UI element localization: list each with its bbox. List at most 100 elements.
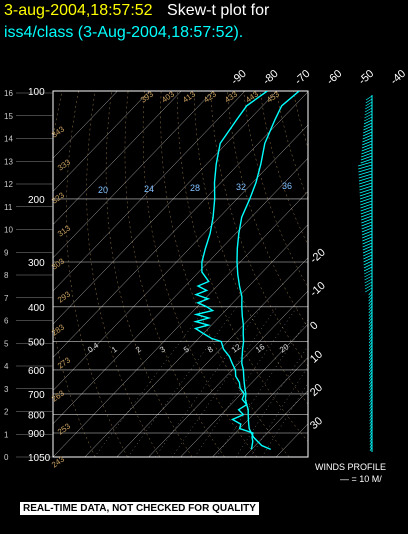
height-tick-label: 12 — [4, 180, 13, 189]
wind-barb — [359, 182, 373, 188]
title-datetime: 3-aug-2004,18:57:52 — [4, 2, 153, 19]
wind-barb — [360, 209, 373, 215]
isotherm-line — [53, 91, 308, 358]
wind-barb — [363, 128, 373, 134]
dry-adiabat-line — [142, 91, 258, 457]
wind-barb — [363, 119, 373, 125]
height-tick-label: 16 — [4, 89, 13, 98]
wind-barb — [368, 299, 373, 305]
label-layer: 1002003004005006007008009001050161514131… — [4, 68, 408, 470]
right-temp-tick-label: -10 — [308, 280, 328, 300]
wind-barb — [362, 239, 373, 245]
dry-adiabat-line — [193, 91, 308, 405]
wind-barb — [368, 305, 373, 311]
wind-barb — [368, 338, 373, 344]
right-temp-tick-label: 30 — [308, 415, 325, 432]
wind-barb — [360, 203, 373, 209]
pressure-tick-label: 100 — [28, 87, 45, 98]
mixing-ratio-line — [171, 306, 278, 457]
wind-barb — [360, 197, 373, 203]
right-temp-tick-label: 20 — [308, 382, 325, 399]
wind-barb — [364, 272, 373, 278]
wind-barb — [369, 374, 373, 380]
height-tick-label: 1 — [4, 430, 9, 439]
winds-profile-label: WINDS PROFILE — [315, 462, 387, 472]
wind-barb — [369, 437, 373, 443]
dry-adiabat-line — [105, 91, 193, 457]
adiabat-label: 283 — [50, 322, 67, 337]
wet-bulb-label: 2 — [134, 344, 143, 354]
adiabat-label: 263 — [50, 388, 67, 403]
wind-barb — [368, 302, 373, 308]
wet-bulb-label: 0.4 — [86, 341, 101, 355]
wind-barb — [361, 221, 373, 227]
mixing-ratio-label: 36 — [282, 181, 292, 191]
adiabat-label: 343 — [50, 124, 67, 139]
wind-barb — [358, 167, 373, 173]
pressure-tick-label: 800 — [28, 411, 45, 422]
height-tick-label: 5 — [4, 339, 9, 348]
wind-barb — [369, 422, 373, 428]
wind-barb — [365, 95, 373, 101]
height-tick-label: 15 — [4, 112, 13, 121]
wind-barb — [361, 149, 373, 155]
wind-barb — [363, 257, 373, 263]
wind-barb — [369, 392, 373, 398]
isotherm-line — [53, 91, 182, 225]
height-tick-label: 3 — [4, 385, 9, 394]
wind-barb — [361, 152, 373, 158]
wind-barb — [359, 191, 373, 197]
isotherm-line — [53, 124, 308, 391]
wind-barb — [359, 185, 373, 191]
isotherm-line — [148, 290, 308, 457]
right-temp-tick-label: 10 — [308, 349, 325, 366]
top-temp-tick-label: -50 — [356, 68, 376, 88]
wind-barb — [359, 194, 373, 200]
wind-barb — [360, 155, 373, 161]
wind-barb — [361, 143, 373, 149]
wind-barb — [369, 380, 373, 386]
adiabat-top-label: 413 — [181, 89, 198, 104]
isotherm-line — [116, 257, 308, 457]
dry-adiabat-line — [243, 91, 308, 288]
isotherm-line — [53, 157, 308, 425]
plot-area — [53, 91, 308, 457]
height-tick-label: 10 — [4, 226, 13, 235]
height-tick-label: 13 — [4, 157, 13, 166]
wind-barb — [364, 278, 373, 284]
wind-barb — [369, 368, 373, 374]
isotherm-line — [53, 91, 118, 159]
height-tick-label: 8 — [4, 271, 9, 280]
wind-barb — [369, 398, 373, 404]
top-temp-tick-label: -60 — [325, 68, 345, 88]
pressure-tick-label: 400 — [28, 303, 45, 314]
dry-adiabat-line — [210, 91, 308, 367]
wind-barb — [364, 113, 373, 119]
wind-barb — [364, 281, 373, 287]
mixing-ratio-line — [261, 382, 308, 457]
isotherm-line — [53, 91, 214, 259]
dry-adiabat-line — [259, 91, 308, 246]
height-tick-label: 7 — [4, 294, 9, 303]
wind-barb — [369, 389, 373, 395]
wind-barb — [363, 125, 373, 131]
wind-barb — [368, 314, 373, 320]
dry-adiabat-line — [177, 91, 308, 442]
top-temp-tick-label: -40 — [388, 68, 408, 88]
top-temp-tick-label: -90 — [229, 68, 249, 88]
mixing-ratio-label: 20 — [98, 185, 108, 195]
adiabat-label: 253 — [56, 421, 73, 436]
wind-barb — [368, 293, 373, 299]
wind-barb — [368, 329, 373, 335]
dry-adiabat-line — [226, 91, 308, 328]
wind-barb — [361, 146, 373, 152]
wind-barb — [369, 425, 373, 431]
wind-barb — [361, 230, 373, 236]
adiabat-label: 313 — [56, 223, 73, 238]
height-tick-label: 0 — [4, 453, 9, 462]
wind-barb — [369, 404, 373, 410]
dry-adiabat-line — [66, 91, 128, 457]
wind-barb — [358, 164, 373, 170]
wind-barb — [368, 347, 373, 353]
